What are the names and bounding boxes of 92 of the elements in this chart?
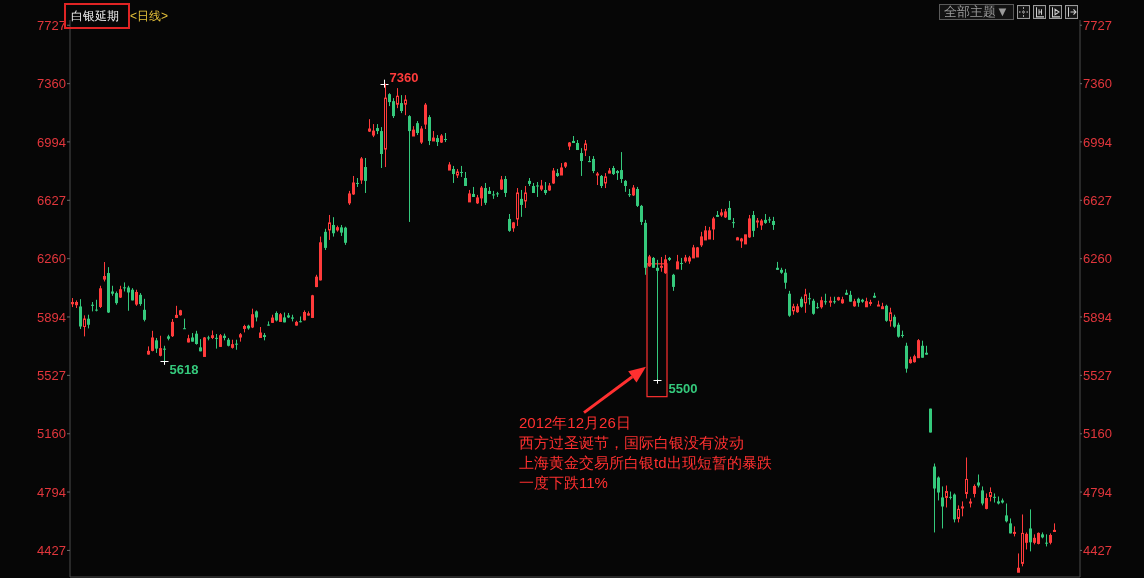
y-tick-label: 6994 (37, 134, 66, 150)
candlestick (344, 226, 347, 246)
candlestick (981, 485, 984, 506)
y2-tick-label: 6260 (1083, 251, 1112, 267)
candlestick (311, 294, 314, 319)
candlestick (384, 83, 387, 168)
candlestick (989, 486, 992, 502)
candlestick (392, 97, 395, 119)
candlestick (941, 485, 944, 529)
annotation: 上海黄金交易所白银td出现短暂的暴跌 (519, 453, 772, 471)
chart-subtitle: <日线> (130, 8, 169, 25)
text: 5618 (169, 361, 199, 377)
candlestick (536, 181, 539, 198)
candlestick (235, 339, 238, 351)
candlestick (965, 456, 968, 500)
candlestick (824, 293, 827, 306)
candlestick (480, 185, 483, 207)
candlestick (159, 335, 162, 357)
candlestick (143, 298, 146, 322)
candlestick (163, 345, 166, 362)
candlestick (680, 257, 683, 271)
y-tick-label: 5160 (37, 426, 66, 442)
candlestick (933, 463, 936, 533)
chart-title: 白银延期 (71, 9, 119, 23)
candlestick (788, 290, 791, 318)
y-tick-label: 4427 (37, 543, 66, 559)
y-tick-label: 5527 (37, 367, 66, 383)
candlestick (752, 210, 755, 238)
candlestick (1005, 502, 1008, 523)
candlestick (808, 292, 811, 306)
candlestick (267, 320, 270, 327)
candlestick (103, 261, 106, 282)
candlestick (620, 151, 623, 184)
candlestick (504, 175, 507, 198)
candlestick (917, 338, 920, 359)
candlestick (732, 217, 735, 229)
candlestick (784, 268, 787, 290)
y2-tick-label: 4794 (1083, 484, 1112, 500)
candlestick (324, 228, 327, 251)
candlestick (380, 126, 383, 169)
candlestick (712, 216, 715, 241)
candlestick (520, 189, 523, 218)
annotation: 西方过圣诞节，国际白银没有波动 (519, 433, 744, 451)
candlestick (728, 200, 731, 221)
text: 7360 (389, 69, 419, 85)
y2-tick-label: 5160 (1083, 426, 1112, 442)
y-tick-label: 7360 (37, 76, 66, 92)
y2-tick-label: 5527 (1083, 367, 1112, 383)
dropdown-button: 全部主题▼ (939, 4, 1014, 20)
candlestick (1045, 533, 1048, 547)
candlestick (804, 288, 807, 314)
y-tick-label: 6627 (37, 192, 66, 208)
candlestick (99, 285, 102, 309)
annotation: 2012年12月26日 (519, 413, 631, 431)
candlestick (428, 114, 431, 146)
y2-tick-label: 6994 (1083, 134, 1112, 150)
candlestick (1021, 513, 1024, 567)
candlestick (1029, 508, 1032, 552)
candlestick (945, 484, 948, 508)
y2-tick-label: 4427 (1083, 543, 1112, 559)
candlestick (580, 147, 583, 177)
candlestick (636, 186, 639, 208)
candlestick (889, 307, 892, 328)
candlestick (460, 165, 463, 178)
candlestick (640, 204, 643, 226)
annotation: 一度下跌11% (519, 473, 608, 491)
y-tick-label: 7727 (37, 17, 66, 33)
candlestick (360, 156, 363, 185)
candlestick (424, 102, 427, 130)
y-tick-label: 4794 (37, 484, 66, 500)
candlestick (408, 114, 411, 223)
candlestick (364, 157, 367, 194)
candlestick (656, 259, 659, 381)
candlestick (251, 308, 254, 329)
candlestick (151, 330, 154, 352)
candlestick (993, 492, 996, 504)
candlestick (332, 216, 335, 238)
y-tick-label: 5894 (37, 309, 66, 325)
y-tick-label: 6260 (37, 251, 66, 267)
candlestick (183, 318, 186, 330)
candlestick (203, 336, 206, 357)
candlestick (396, 87, 399, 109)
text: 5500 (668, 380, 698, 396)
y2-tick-label: 7360 (1083, 76, 1112, 92)
candlestick (79, 298, 82, 330)
candlestick (484, 182, 487, 206)
candlestick (1017, 552, 1020, 573)
candlestick (215, 333, 218, 350)
y2-tick-label: 6627 (1083, 192, 1112, 208)
y2-tick-label: 7727 (1083, 17, 1112, 33)
y2-tick-label: 5894 (1083, 309, 1112, 325)
candlestick (905, 342, 908, 374)
